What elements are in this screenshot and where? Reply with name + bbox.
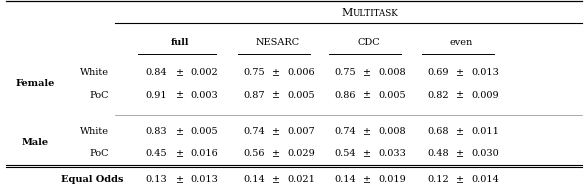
Text: 0.69: 0.69 xyxy=(427,68,449,77)
Text: $\pm$: $\pm$ xyxy=(455,126,465,137)
Text: 0.016: 0.016 xyxy=(191,149,219,158)
Text: 0.008: 0.008 xyxy=(379,68,406,77)
Text: $\pm$: $\pm$ xyxy=(455,67,465,78)
Text: 0.014: 0.014 xyxy=(471,175,499,184)
Text: 0.007: 0.007 xyxy=(287,127,315,136)
Text: $\pm$: $\pm$ xyxy=(270,67,280,78)
Text: 0.75: 0.75 xyxy=(243,68,265,77)
Text: M: M xyxy=(342,8,353,18)
Text: $\pm$: $\pm$ xyxy=(270,126,280,137)
Text: $\pm$: $\pm$ xyxy=(175,126,184,137)
Text: 0.86: 0.86 xyxy=(335,90,356,100)
Text: ULTITASK: ULTITASK xyxy=(353,9,399,18)
Text: NESARC: NESARC xyxy=(255,38,300,47)
Text: 0.013: 0.013 xyxy=(191,175,219,184)
Text: 0.005: 0.005 xyxy=(288,90,315,100)
Text: 0.008: 0.008 xyxy=(379,127,406,136)
Text: 0.82: 0.82 xyxy=(427,90,449,100)
Text: $\pm$: $\pm$ xyxy=(362,174,371,185)
Text: Female: Female xyxy=(16,79,55,88)
Text: 0.48: 0.48 xyxy=(427,149,449,158)
Text: 0.68: 0.68 xyxy=(427,127,449,136)
Text: 0.54: 0.54 xyxy=(335,149,356,158)
Text: $\pm$: $\pm$ xyxy=(455,89,465,101)
Text: 0.56: 0.56 xyxy=(243,149,265,158)
Text: 0.006: 0.006 xyxy=(288,68,315,77)
Text: $\pm$: $\pm$ xyxy=(175,67,184,78)
Text: PoC: PoC xyxy=(89,90,109,100)
Text: 0.009: 0.009 xyxy=(472,90,499,100)
Text: 0.033: 0.033 xyxy=(378,149,406,158)
Text: 0.005: 0.005 xyxy=(379,90,406,100)
Text: 0.021: 0.021 xyxy=(287,175,315,184)
Text: $\pm$: $\pm$ xyxy=(175,148,184,159)
Text: $\pm$: $\pm$ xyxy=(455,148,465,159)
Text: 0.87: 0.87 xyxy=(243,90,265,100)
Text: White: White xyxy=(80,127,109,136)
Text: 0.84: 0.84 xyxy=(145,68,166,77)
Text: 0.013: 0.013 xyxy=(471,68,499,77)
Text: 0.13: 0.13 xyxy=(145,175,166,184)
Text: even: even xyxy=(450,38,473,47)
Text: 0.029: 0.029 xyxy=(287,149,315,158)
Text: 0.011: 0.011 xyxy=(471,127,499,136)
Text: $\pm$: $\pm$ xyxy=(362,148,371,159)
Text: $\pm$: $\pm$ xyxy=(362,89,371,101)
Text: 0.002: 0.002 xyxy=(191,68,219,77)
Text: full: full xyxy=(171,38,189,47)
Text: 0.005: 0.005 xyxy=(191,127,218,136)
Text: 0.91: 0.91 xyxy=(145,90,166,100)
Text: $\pm$: $\pm$ xyxy=(270,89,280,101)
Text: 0.14: 0.14 xyxy=(243,175,265,184)
Text: $\pm$: $\pm$ xyxy=(270,174,280,185)
Text: CDC: CDC xyxy=(358,38,380,47)
Text: PoC: PoC xyxy=(89,149,109,158)
Text: $\pm$: $\pm$ xyxy=(455,174,465,185)
Text: 0.14: 0.14 xyxy=(335,175,356,184)
Text: $\pm$: $\pm$ xyxy=(175,89,184,101)
Text: 0.74: 0.74 xyxy=(243,127,265,136)
Text: $\pm$: $\pm$ xyxy=(270,148,280,159)
Text: 0.019: 0.019 xyxy=(378,175,406,184)
Text: 0.83: 0.83 xyxy=(145,127,166,136)
Text: $\pm$: $\pm$ xyxy=(362,67,371,78)
Text: Equal Odds: Equal Odds xyxy=(61,175,123,184)
Text: 0.75: 0.75 xyxy=(335,68,356,77)
Text: 0.12: 0.12 xyxy=(427,175,449,184)
Text: 0.45: 0.45 xyxy=(145,149,166,158)
Text: 0.003: 0.003 xyxy=(191,90,219,100)
Text: Male: Male xyxy=(22,138,49,147)
Text: $\pm$: $\pm$ xyxy=(362,126,371,137)
Text: 0.030: 0.030 xyxy=(471,149,499,158)
Text: 0.74: 0.74 xyxy=(335,127,356,136)
Text: $\pm$: $\pm$ xyxy=(175,174,184,185)
Text: White: White xyxy=(80,68,109,77)
